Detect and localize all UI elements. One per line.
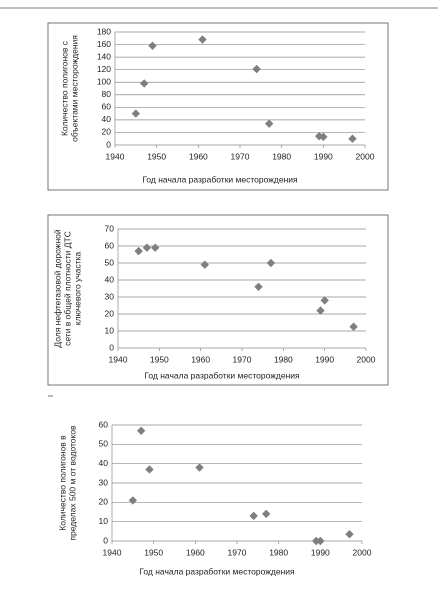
point [136, 426, 146, 435]
y-tick-label: 0 [109, 342, 114, 352]
x-tick-label: 1970 [228, 547, 247, 557]
point [145, 465, 154, 474]
point [319, 132, 328, 142]
y-tick-label: 120 [97, 64, 111, 74]
y-tick-label: 20 [105, 308, 115, 318]
x-tick-label: 1950 [150, 354, 169, 364]
y-tick-label: 100 [97, 76, 111, 86]
y-tick-label: 20 [102, 127, 112, 137]
y-tick-label: 0 [103, 535, 108, 545]
point [128, 496, 138, 505]
y-axis-title: сети в общей плотности ДТС [62, 231, 72, 346]
y-tick-label: 160 [97, 39, 111, 49]
y-tick-label: 40 [102, 114, 112, 124]
y-tick-label: 40 [105, 274, 115, 284]
point [148, 41, 157, 51]
x-tick-label: 1980 [272, 151, 291, 161]
x-tick-label: 1940 [103, 547, 122, 557]
x-tick-label: 1950 [144, 547, 163, 557]
y-axis-title: объектами месторождения [69, 35, 79, 142]
point [252, 64, 261, 74]
y-tick-label: 140 [97, 51, 111, 61]
x-tick-label: 1960 [186, 547, 205, 557]
y-tick-label: 60 [99, 419, 109, 429]
y-tick-label: 50 [99, 439, 109, 449]
point [131, 109, 141, 118]
x-tick-label: 1940 [109, 354, 128, 364]
x-tick-label: 1980 [269, 547, 288, 557]
point [266, 258, 276, 268]
y-tick-label: 50 [105, 257, 115, 267]
x-tick-label: 1940 [106, 151, 125, 161]
point [254, 282, 263, 291]
chart-frame [47, 22, 389, 191]
x-tick-label: 1960 [191, 354, 210, 364]
y-tick-label: 10 [99, 516, 109, 526]
y-tick-label: 70 [105, 223, 115, 233]
y-tick-label: 60 [105, 240, 115, 250]
y-axis-title: ключевого участка [72, 252, 82, 326]
point [151, 243, 160, 252]
point [142, 243, 152, 252]
point [316, 306, 325, 315]
point [349, 322, 358, 331]
y-tick-label: 40 [99, 458, 109, 468]
y-tick-label: 60 [102, 102, 112, 112]
x-tick-label: 1960 [189, 151, 208, 161]
x-tick-label: 1990 [315, 354, 334, 364]
chart-frame [47, 214, 389, 386]
x-axis-title: Год начала разработки месторождения [139, 566, 295, 576]
x-axis-title: Год начала разработки месторождения [142, 174, 298, 184]
point [348, 134, 357, 143]
point [195, 463, 204, 472]
point [320, 296, 329, 305]
y-axis-title: Количество полигонов с [59, 40, 69, 136]
x-tick-label: 2000 [356, 151, 375, 161]
y-tick-label: 180 [97, 26, 111, 36]
y-tick-label: 30 [105, 291, 115, 301]
point [345, 530, 354, 539]
x-tick-label: 1990 [311, 547, 330, 557]
point [200, 260, 209, 269]
x-tick-label: 2000 [353, 547, 372, 557]
point [198, 35, 207, 44]
point [134, 246, 143, 256]
x-axis-title: Год начала разработки месторождения [144, 370, 300, 380]
y-tick-label: 30 [99, 477, 109, 487]
y-tick-label: 20 [99, 497, 109, 507]
y-tick-label: 80 [102, 89, 112, 99]
x-tick-label: 1970 [231, 151, 250, 161]
x-tick-label: 1990 [314, 151, 333, 161]
point [139, 79, 149, 88]
y-axis-title: Доля нефтегазовой дорожной [52, 229, 62, 348]
point [261, 509, 271, 519]
point [264, 119, 274, 128]
x-tick-label: 1950 [147, 151, 166, 161]
point [249, 511, 258, 521]
y-axis-title: Количество полигонов в [57, 435, 67, 531]
x-tick-label: 1970 [233, 354, 252, 364]
point [316, 536, 325, 546]
y-tick-label: 0 [106, 139, 111, 149]
y-tick-label: 10 [105, 325, 115, 335]
y-axis-title: пределах 500 м от водотоков [67, 425, 77, 541]
x-tick-label: 2000 [357, 354, 376, 364]
x-tick-label: 1980 [274, 354, 293, 364]
